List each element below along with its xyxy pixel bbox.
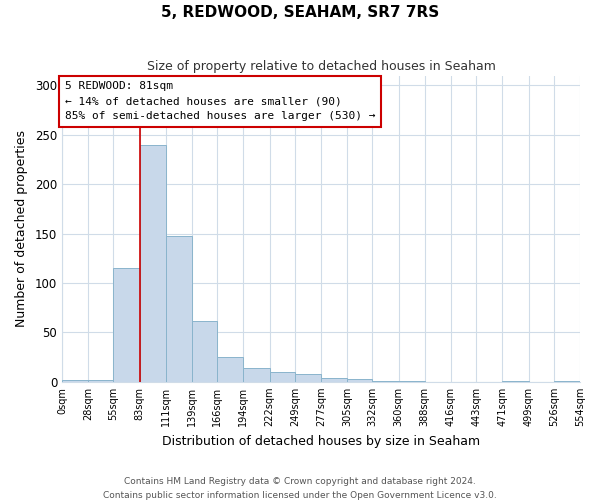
Bar [140,144,166,382]
Y-axis label: Number of detached properties: Number of detached properties [15,130,28,327]
Text: 5 REDWOOD: 81sqm
← 14% of detached houses are smaller (90)
85% of semi-detached : 5 REDWOOD: 81sqm ← 14% of detached house… [65,82,376,121]
Bar [244,368,269,382]
Bar [373,381,398,382]
Bar [88,380,113,382]
Title: Size of property relative to detached houses in Seaham: Size of property relative to detached ho… [146,60,496,73]
Bar [62,380,88,382]
Text: 5, REDWOOD, SEAHAM, SR7 7RS: 5, REDWOOD, SEAHAM, SR7 7RS [161,5,439,20]
Bar [398,381,425,382]
Bar [113,268,140,382]
Bar [321,378,347,382]
Bar [217,357,244,382]
Bar [269,372,295,382]
Bar [347,379,373,382]
Bar [295,374,321,382]
Bar [554,381,580,382]
Text: Contains HM Land Registry data © Crown copyright and database right 2024.
Contai: Contains HM Land Registry data © Crown c… [103,478,497,500]
Bar [192,320,217,382]
Bar [502,381,529,382]
X-axis label: Distribution of detached houses by size in Seaham: Distribution of detached houses by size … [162,434,480,448]
Bar [166,236,192,382]
